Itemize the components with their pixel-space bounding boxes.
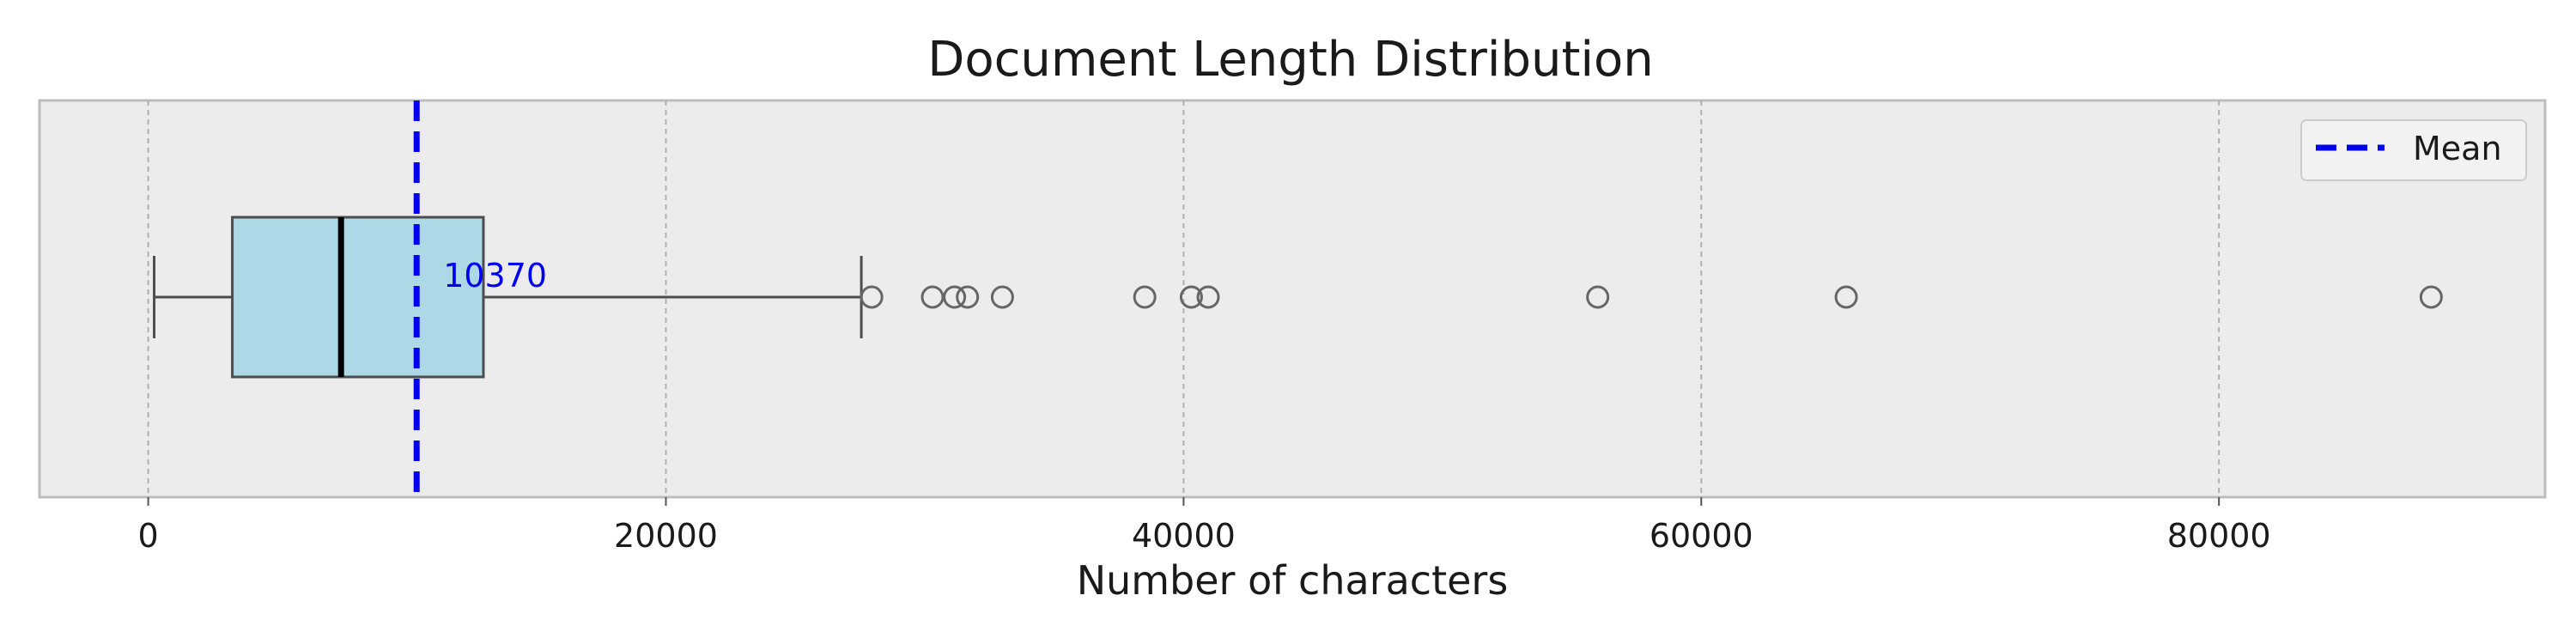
outlier-point: [1586, 285, 1610, 309]
outlier-point: [956, 285, 980, 309]
x-tick-label: 60000: [1649, 517, 1753, 555]
x-axis-label: Number of characters: [1077, 557, 1509, 604]
legend-mean-label: Mean: [2413, 130, 2502, 167]
outlier-point: [1196, 285, 1220, 309]
outlier-point: [2419, 285, 2443, 309]
chart-title: Document Length Distribution: [927, 32, 1654, 88]
outlier-point: [920, 285, 945, 309]
x-tick-label: 0: [138, 517, 159, 555]
mean-marker: 10370: [413, 100, 547, 497]
legend-frame: [2300, 119, 2527, 181]
x-tick-label: 20000: [614, 517, 718, 555]
outlier-point: [943, 285, 967, 309]
grid-lines: [147, 100, 2221, 497]
x-tick-label: 40000: [1132, 517, 1236, 555]
legend: Mean: [2300, 119, 2527, 181]
outlier-point: [1834, 285, 1858, 309]
outlier-point: [990, 285, 1014, 309]
outlier-point: [860, 285, 884, 309]
x-axis-ticks: 0 20000 40000 60000 80000: [138, 497, 2271, 555]
x-tick-label: 80000: [2167, 517, 2271, 555]
box-plot: [153, 216, 863, 379]
iqr-box: [231, 216, 485, 379]
mean-value-label: 10370: [443, 257, 547, 295]
outlier-points: [860, 285, 2443, 309]
outlier-point: [1133, 285, 1157, 309]
outlier-point: [1179, 285, 1203, 309]
